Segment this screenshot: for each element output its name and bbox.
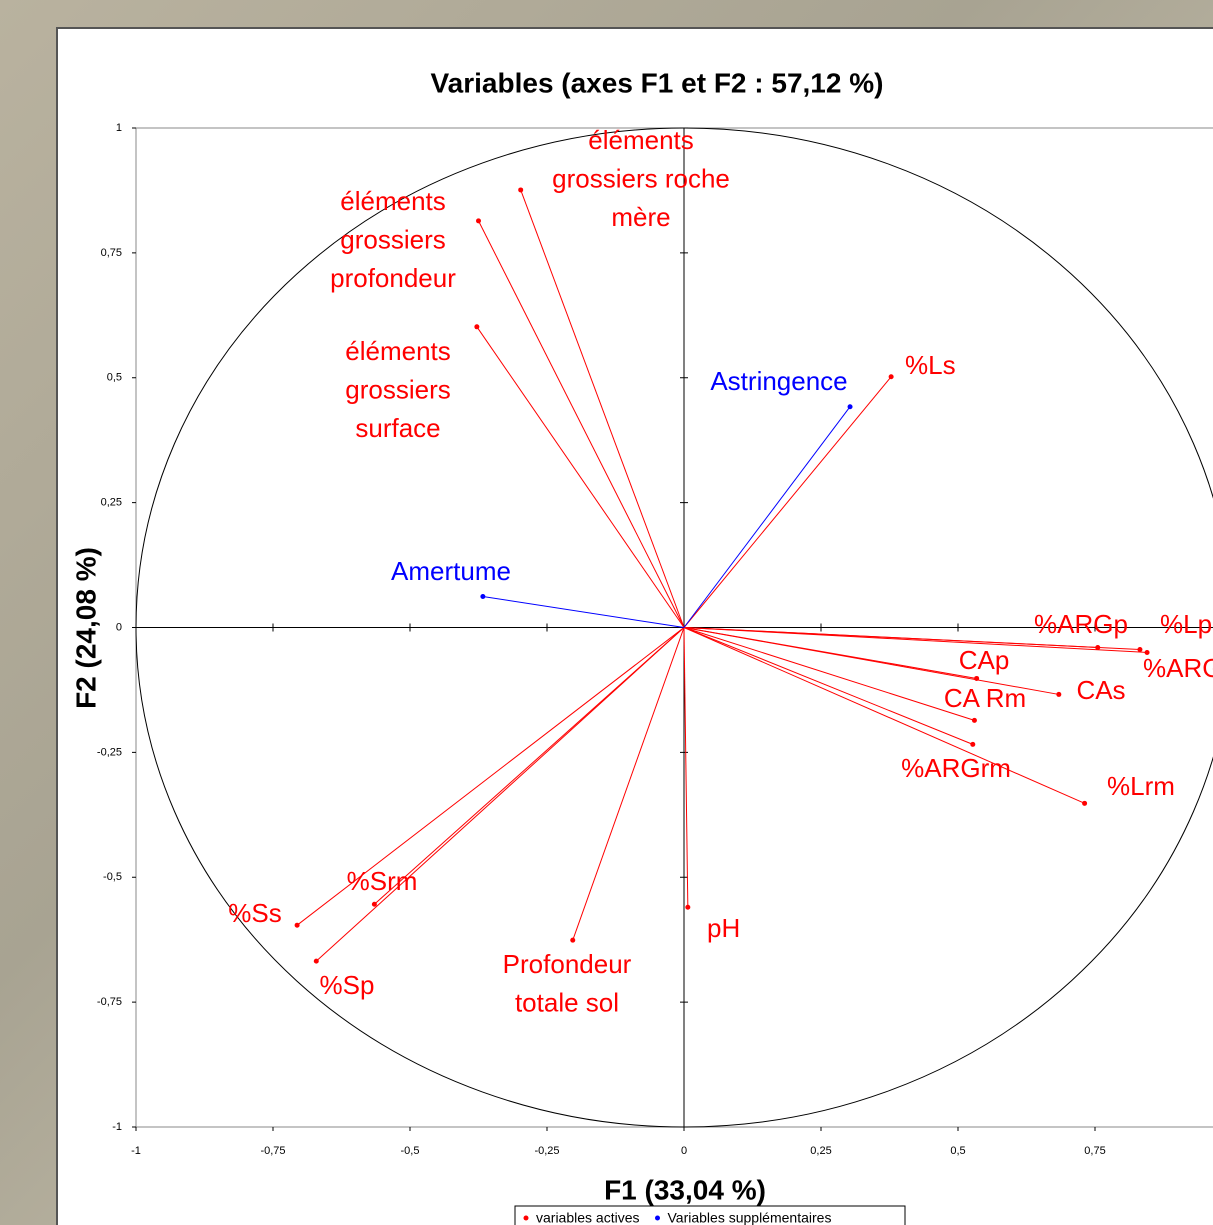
- point-label: Amertume: [391, 556, 511, 586]
- point-label: %Lrm: [1107, 771, 1175, 801]
- point-label: surface: [355, 413, 440, 443]
- y-tick-label: 0,75: [101, 247, 122, 259]
- point-label: %Sp: [320, 970, 375, 1000]
- point-label: pH: [707, 913, 740, 943]
- x-tick-label: -1: [131, 1145, 141, 1157]
- page: Variables (axes F1 et F2 : 57,12 %) F2 (…: [0, 0, 1213, 1225]
- legend-marker: [655, 1216, 660, 1221]
- point-label: %ARGrm: [901, 753, 1011, 783]
- point: [685, 905, 690, 910]
- x-tick-label: -0,25: [534, 1145, 559, 1157]
- point-label: éléments: [588, 125, 694, 155]
- point: [518, 187, 523, 192]
- point: [1082, 801, 1087, 806]
- point: [476, 218, 481, 223]
- point-label: grossiers: [340, 224, 445, 254]
- point-label: mère: [611, 202, 670, 232]
- point-label: %ARGs: [1143, 653, 1213, 683]
- legend-label: variables actives: [536, 1210, 640, 1225]
- point: [972, 718, 977, 723]
- y-tick-label: -0,5: [103, 871, 122, 883]
- y-tick-label: 0,25: [101, 497, 122, 509]
- point-label: Profondeur: [503, 949, 632, 979]
- point-label: totale sol: [515, 987, 619, 1017]
- point-label: %Ss: [228, 898, 281, 928]
- point: [1056, 692, 1061, 697]
- x-tick-label: -0,5: [401, 1145, 420, 1157]
- y-tick-label: 1: [116, 122, 122, 134]
- point-label: éléments: [345, 336, 451, 366]
- x-tick-label: -0,75: [260, 1145, 285, 1157]
- point: [848, 404, 853, 409]
- point-label: éléments: [340, 186, 446, 216]
- x-tick-label: 0: [681, 1145, 687, 1157]
- point: [372, 902, 377, 907]
- point-label: %Srm: [347, 866, 418, 896]
- point: [570, 938, 575, 943]
- y-tick-label: -0,75: [97, 996, 122, 1008]
- y-tick-label: 0: [116, 621, 122, 633]
- chart: Variables (axes F1 et F2 : 57,12 %) F2 (…: [0, 0, 1213, 1225]
- y-tick-label: 0,5: [107, 372, 122, 384]
- point-label: CAs: [1076, 675, 1125, 705]
- point: [480, 594, 485, 599]
- point-label: CAp: [959, 645, 1010, 675]
- point: [314, 959, 319, 964]
- point: [474, 324, 479, 329]
- point: [970, 742, 975, 747]
- y-tick-label: -0,25: [97, 746, 122, 758]
- x-axis-label: F1 (33,04 %): [604, 1174, 766, 1205]
- x-tick-label: 0,75: [1084, 1145, 1105, 1157]
- chart-title: Variables (axes F1 et F2 : 57,12 %): [431, 67, 884, 98]
- point-label: grossiers roche: [552, 163, 730, 193]
- point-label: Astringence: [710, 366, 847, 396]
- point: [889, 374, 894, 379]
- point: [1137, 647, 1142, 652]
- point-label: profondeur: [330, 263, 456, 293]
- x-tick-label: 0,25: [810, 1145, 831, 1157]
- x-tick-label: 0,5: [950, 1145, 965, 1157]
- point-label: %Lp: [1160, 609, 1212, 639]
- y-axis-label: F2 (24,08 %): [70, 547, 101, 709]
- legend-label: Variables supplémentaires: [668, 1210, 832, 1225]
- legend-marker: [524, 1216, 529, 1221]
- point-label: CA Rm: [944, 683, 1026, 713]
- point-label: %ARGp: [1034, 609, 1128, 639]
- point-label: grossiers: [345, 374, 450, 404]
- point: [295, 923, 300, 928]
- y-tick-label: -1: [112, 1121, 122, 1133]
- point-label: %Ls: [905, 350, 956, 380]
